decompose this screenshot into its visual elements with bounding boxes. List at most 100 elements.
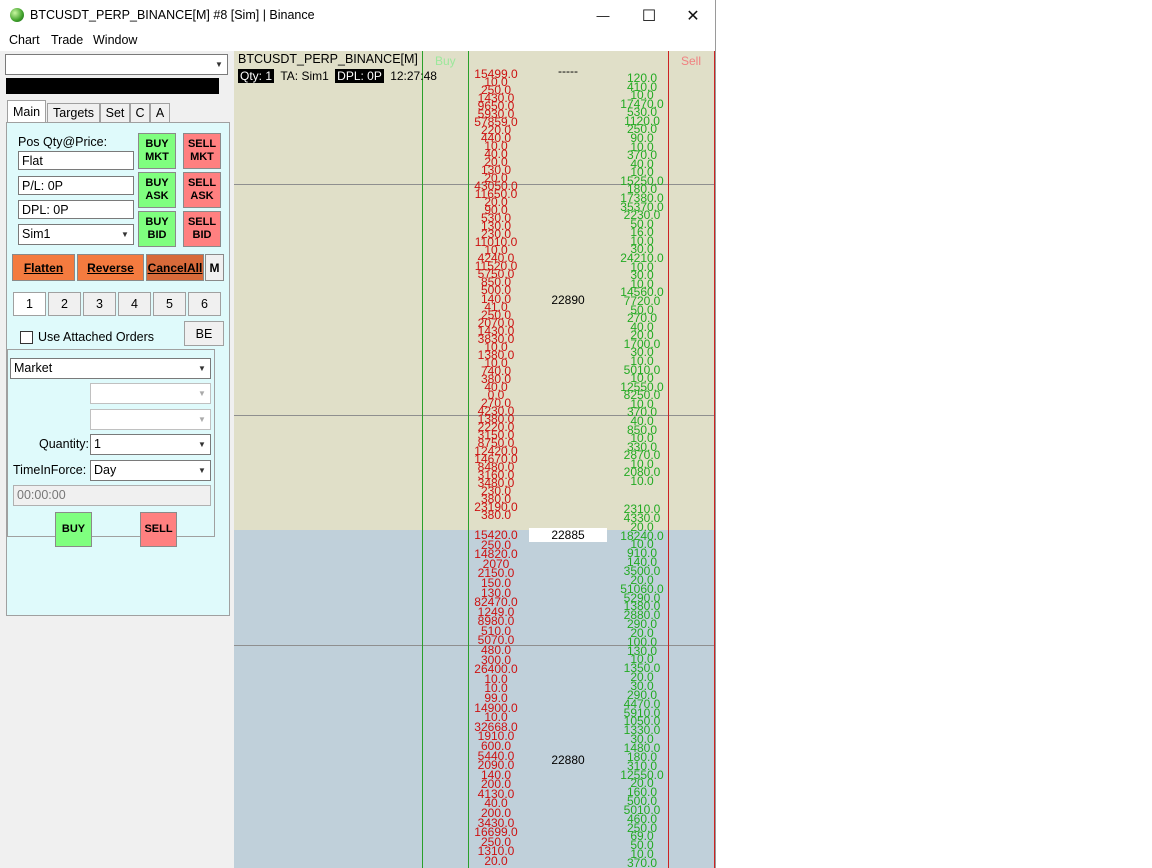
bid-size: 12550.0	[620, 767, 664, 782]
ask-size: 850.0	[480, 275, 512, 290]
ask-size: 200.0	[480, 777, 512, 792]
bid-size: 10.0	[630, 396, 654, 411]
ask-size: 2070	[482, 556, 510, 571]
ask-size: 510.0	[480, 623, 512, 638]
pos-qty-label: Pos Qty@Price:	[18, 135, 108, 149]
quantity-select[interactable]: 1 ▼	[90, 434, 211, 455]
tab-a[interactable]: A	[150, 103, 170, 122]
dpl-field: DPL: 0P	[18, 200, 134, 219]
ask-size: 2150.0	[477, 566, 515, 581]
tab-targets[interactable]: Targets	[47, 103, 100, 122]
price-label-upper[interactable]: 22890	[551, 293, 585, 307]
attached-orders-checkbox[interactable]	[20, 331, 33, 344]
bid-size: 7720.0	[623, 293, 661, 308]
menu-trade[interactable]: Trade	[51, 33, 84, 47]
maximize-button[interactable]: ☐	[626, 0, 672, 31]
price-ladder[interactable]: BTCUSDT_PERP_BINANCE[M] Qty: 1 TA: Sim1 …	[234, 51, 715, 868]
order-type-select[interactable]: Market ▼	[10, 358, 211, 379]
tab-set[interactable]: Set	[100, 103, 130, 122]
minimize-button[interactable]: —	[580, 0, 626, 31]
price-label-lower[interactable]: 22880	[551, 753, 585, 767]
reverse-button[interactable]: Reverse	[77, 254, 144, 281]
ask-size: 250.0	[480, 83, 512, 98]
ask-size: 250.0	[480, 537, 512, 552]
ask-size: 1310.0	[477, 844, 515, 859]
bid-size: 410.0	[626, 79, 658, 94]
bid-size: 160.0	[626, 785, 658, 800]
pl-field: P/L: 0P	[18, 176, 134, 195]
chevron-down-icon: ▼	[195, 360, 209, 377]
ask-size: 10.0	[484, 139, 508, 154]
sell-market-button[interactable]: SELL MKT	[183, 133, 221, 169]
qty-button-4[interactable]: 4	[118, 292, 151, 316]
qty-button-6[interactable]: 6	[188, 292, 221, 316]
bid-size: 290.0	[626, 617, 658, 632]
ask-size: 43050.0	[474, 179, 518, 194]
m-button[interactable]: M	[205, 254, 224, 281]
title-bar[interactable]: BTCUSDT_PERP_BINANCE[M] #8 [Sim] | Binan…	[0, 0, 715, 31]
menu-window[interactable]: Window	[93, 33, 138, 47]
bid-size: 10.0	[630, 276, 654, 291]
bid-size: 1700.0	[623, 336, 661, 351]
ask-size: 4230.0	[477, 403, 515, 418]
bid-size: 20.0	[630, 572, 654, 587]
account-select[interactable]: Sim1 ▼	[18, 224, 134, 245]
be-button[interactable]: BE	[184, 321, 224, 346]
bid-size: 250.0	[626, 820, 658, 835]
chevron-down-icon: ▼	[195, 436, 209, 453]
qty-button-2[interactable]: 2	[48, 292, 81, 316]
cancel-all-button[interactable]: CancelAll	[146, 254, 204, 281]
bid-size: 30.0	[630, 242, 654, 257]
bid-size: 530.0	[626, 105, 658, 120]
sell-bid-button[interactable]: SELL BID	[183, 211, 221, 247]
bid-size: 30.0	[630, 345, 654, 360]
window-title: BTCUSDT_PERP_BINANCE[M] #8 [Sim] | Binan…	[30, 8, 315, 22]
flatten-button[interactable]: Flatten	[12, 254, 75, 281]
maximize-icon: ☐	[641, 7, 657, 25]
ask-size: 14820.0	[474, 547, 518, 562]
ask-size: 230.0	[480, 483, 512, 498]
bid-size: 5290.0	[623, 590, 661, 605]
buy-ask-button[interactable]: BUY ASK	[138, 172, 176, 208]
bid-zone	[234, 530, 715, 868]
sell-button[interactable]: SELL	[140, 512, 177, 547]
ask-size: 10.0	[484, 710, 508, 725]
minimize-icon: —	[596, 8, 610, 23]
ask-size: 15499.0	[474, 67, 518, 81]
tab-main[interactable]: Main	[7, 100, 46, 123]
ask-size: 82470.0	[474, 595, 518, 610]
bid-size: 370.0	[626, 856, 658, 868]
close-button[interactable]: ✕	[670, 0, 715, 31]
tif-select[interactable]: Day ▼	[90, 460, 211, 481]
chevron-down-icon: ▼	[118, 226, 132, 243]
ask-size: 40.0	[484, 147, 508, 162]
quantity-value: 1	[94, 437, 101, 451]
gtd-time-field[interactable]: 00:00:00	[13, 485, 211, 506]
buy-bid-button[interactable]: BUY BID	[138, 211, 176, 247]
buy-market-button[interactable]: BUY MKT	[138, 133, 176, 169]
ask-size: 130.0	[480, 585, 512, 600]
bid-size: 270.0	[626, 311, 658, 326]
price-dashes: -----	[558, 64, 578, 78]
gridline	[234, 184, 715, 185]
price-label-current[interactable]: 22885	[529, 528, 607, 542]
qty-button-1[interactable]: 1	[13, 292, 46, 316]
ask-size: 1380.0	[477, 347, 515, 362]
ask-size: 90.0	[484, 203, 508, 218]
instrument-select[interactable]: ▼	[5, 54, 228, 75]
ask-size: 20.0	[484, 171, 508, 186]
limit-price-select[interactable]: ▼	[90, 383, 211, 404]
qty-button-3[interactable]: 3	[83, 292, 116, 316]
stop-price-select[interactable]: ▼	[90, 409, 211, 430]
bid-size: 1330.0	[623, 723, 661, 738]
qty-button-5[interactable]: 5	[153, 292, 186, 316]
ladder-time: 12:27:48	[390, 69, 437, 83]
menu-chart[interactable]: Chart	[9, 33, 40, 47]
bid-size: 4330.0	[623, 510, 661, 525]
sell-ask-button[interactable]: SELL ASK	[183, 172, 221, 208]
buy-button[interactable]: BUY	[55, 512, 92, 547]
tab-c[interactable]: C	[130, 103, 150, 122]
ask-column-divider	[468, 51, 469, 868]
chevron-down-icon: ▼	[195, 411, 209, 428]
ask-size: 4130.0	[477, 786, 515, 801]
